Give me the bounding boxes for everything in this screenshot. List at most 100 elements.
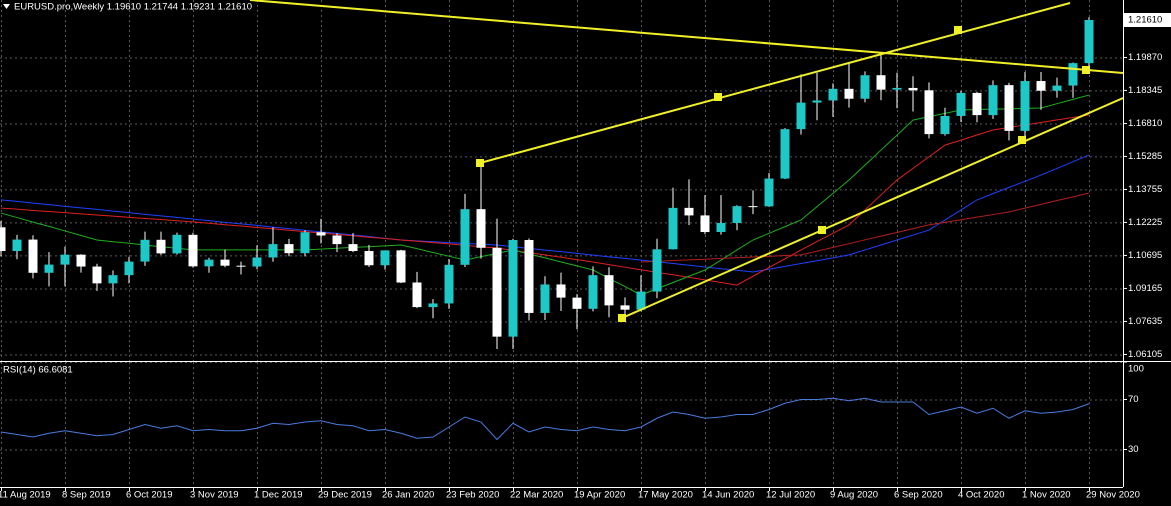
x-tick-label: 23 Feb 2020 [446,490,499,501]
main-grid [0,0,1123,361]
candle-body [92,266,102,284]
candle-body [1068,63,1078,86]
x-tick-label: 19 Apr 2020 [574,490,625,501]
candle-body [300,232,310,254]
price-panel [0,17,1094,349]
rsi-grid [0,362,1123,487]
trendline-handle [1082,66,1090,74]
y-tick-label: 70 [1128,394,1139,405]
candle-body [796,102,806,130]
x-tick-label: 17 May 2020 [638,490,693,501]
x-tick-label: 1 Dec 2019 [254,490,303,501]
candle-body [604,275,614,306]
candle-body [460,209,470,265]
x-tick-label: 9 Aug 2020 [830,490,878,501]
candle-body [620,305,630,310]
x-tick-label: 6 Sep 2020 [894,490,943,501]
candle-body [524,240,534,313]
x-tick-label: 26 Jan 2020 [382,490,434,501]
trendline-handle [1018,136,1026,144]
candle-body [572,297,582,309]
candle-body [124,261,134,276]
candle-body [1020,81,1030,131]
y-tick-label: 1.09165 [1128,283,1162,294]
candle-body [780,129,790,179]
candle-body [412,282,422,308]
x-tick-label: 12 Jul 2020 [766,490,815,501]
candle-body [924,90,934,135]
trendline-handle [476,159,484,167]
chart-title: EURUSD.pro,Weekly 1.19610 1.21744 1.1923… [14,2,252,13]
x-tick-label: 29 Dec 2019 [318,490,372,501]
candle-body [876,75,886,90]
x-tick-label: 11 Aug 2019 [0,490,51,501]
moving-average [0,154,1090,273]
trendline-handle [618,314,626,322]
x-tick-label: 14 Jun 2020 [702,490,754,501]
candle-body [844,88,854,99]
candle-body [892,87,902,90]
candle-body [732,206,742,223]
candle-body [636,291,646,310]
candle-body [908,87,918,91]
candle-body [716,222,726,233]
y-tick-label: 1.06105 [1128,349,1162,360]
x-tick-label: 1 Nov 2020 [1022,490,1071,501]
candle-body [364,251,374,266]
y-tick-label: 1.18345 [1128,85,1162,96]
candle-body [204,259,214,267]
candle-body [1036,81,1046,91]
candle-body [108,275,118,284]
y-tick-label: 1.13755 [1128,184,1162,195]
candle-body [156,239,166,254]
candle-body [540,284,550,313]
rsi-panel [0,397,1090,441]
candle-body [396,250,406,283]
candle-body [252,257,262,267]
candle-body [44,264,54,273]
candle-body [188,234,198,267]
trendline-handle [818,226,826,234]
menu-arrow[interactable] [3,4,10,9]
candle-body [812,100,822,103]
candle-body [348,244,358,252]
candle-body [556,284,566,298]
x-tick-label: 3 Nov 2019 [190,490,239,501]
candle-body [860,75,870,99]
candle-body [940,115,950,135]
y-tick-label: 1.16810 [1128,118,1162,129]
y-tick-label: 100 [1128,364,1144,375]
candle-body [828,88,838,101]
candle-body [284,244,294,254]
candle-body [972,92,982,116]
candle-body [76,254,86,267]
candle-body [60,254,70,265]
y-tick-label: 30 [1128,444,1139,455]
candle-body [492,247,502,337]
candle-body [476,209,486,248]
candle-body [764,178,774,207]
candle-body [220,259,230,266]
candle-body [1084,19,1094,64]
trendline-handle [714,93,722,101]
current-price-label: 1.21610 [1128,15,1162,26]
candle-body [332,235,342,245]
candle-body [444,264,454,304]
y-tick-label: 1.12225 [1128,217,1162,228]
candle-body [380,250,390,266]
trendline [621,97,1123,319]
trendline-handle [954,26,962,34]
moving-average [0,114,1090,286]
candle-body [588,275,598,309]
candle-body [172,234,182,254]
x-tick-label: 8 Sep 2019 [62,490,111,501]
candle-body [956,92,966,116]
candle-body [140,239,150,262]
x-tick-label: 29 Nov 2020 [1086,490,1140,501]
candle-body [1052,85,1062,91]
candle-body [668,207,678,250]
candle-body [1004,85,1014,131]
trendlines [249,0,1123,322]
